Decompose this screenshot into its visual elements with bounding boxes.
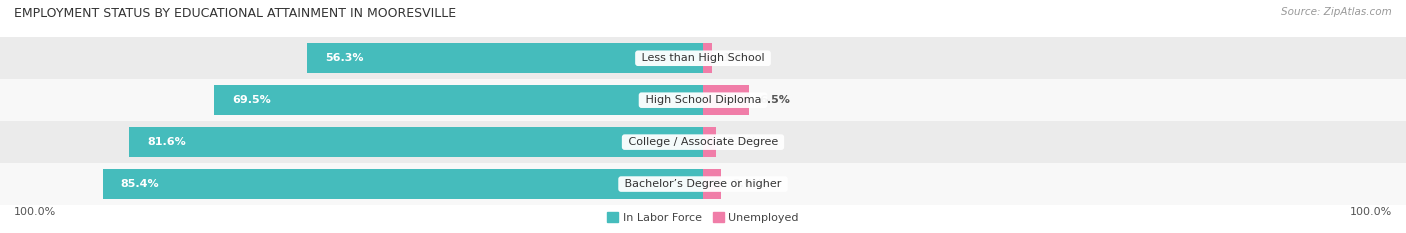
Text: Less than High School: Less than High School [638,53,768,63]
Bar [0,121,1406,163]
Bar [0,37,1406,79]
Bar [0,79,1406,121]
Text: EMPLOYMENT STATUS BY EDUCATIONAL ATTAINMENT IN MOORESVILLE: EMPLOYMENT STATUS BY EDUCATIONAL ATTAINM… [14,7,456,20]
Bar [308,43,703,73]
Bar [703,85,749,115]
Text: 1.3%: 1.3% [723,53,754,63]
Text: 56.3%: 56.3% [325,53,363,63]
Bar [0,163,1406,205]
Legend: In Labor Force, Unemployed: In Labor Force, Unemployed [607,212,799,223]
Bar [703,127,716,157]
Text: 2.6%: 2.6% [731,179,763,189]
Text: 69.5%: 69.5% [232,95,271,105]
Bar [214,85,703,115]
Text: High School Diploma: High School Diploma [641,95,765,105]
Bar [703,43,713,73]
Text: Source: ZipAtlas.com: Source: ZipAtlas.com [1281,7,1392,17]
Bar [703,169,721,199]
Text: Bachelor’s Degree or higher: Bachelor’s Degree or higher [621,179,785,189]
Text: 6.5%: 6.5% [759,95,790,105]
Text: 100.0%: 100.0% [14,207,56,217]
Text: 100.0%: 100.0% [1350,207,1392,217]
Text: 85.4%: 85.4% [120,179,159,189]
Text: 81.6%: 81.6% [148,137,186,147]
Text: College / Associate Degree: College / Associate Degree [624,137,782,147]
Bar [103,169,703,199]
Bar [129,127,703,157]
Text: 1.8%: 1.8% [725,137,756,147]
